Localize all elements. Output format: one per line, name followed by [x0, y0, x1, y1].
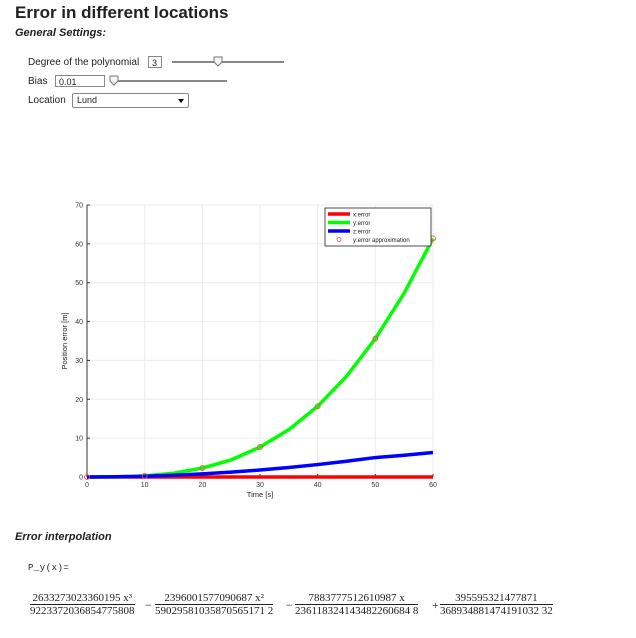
- location-label: Location: [28, 95, 66, 106]
- legend-label: z:error: [353, 229, 370, 235]
- bias-slider-track[interactable]: [114, 80, 227, 82]
- y-tick-label: 0: [79, 475, 83, 482]
- location-selected-value: Lund: [77, 95, 98, 105]
- approximation-marker: [257, 444, 263, 450]
- approximation-marker: [84, 474, 90, 480]
- term-2-sign: −: [145, 598, 152, 612]
- series-line-z-error: [86, 450, 434, 479]
- chevron-down-icon: [178, 99, 184, 103]
- y-axis-label: Position error [m]: [60, 312, 69, 369]
- bias-field[interactable]: 0.01: [55, 75, 105, 87]
- general-settings-heading: General Settings:: [15, 27, 107, 39]
- term-4-sign: +: [432, 598, 439, 612]
- y-tick-label: 60: [75, 241, 83, 248]
- term-3-numerator: 7883777512610987 x: [295, 592, 419, 605]
- approximation-marker: [314, 403, 321, 410]
- legend-marker: [336, 237, 342, 242]
- y-tick-label: 30: [75, 358, 83, 365]
- x-tick-label: 20: [198, 482, 206, 489]
- term-3-sign: −: [286, 598, 293, 612]
- x-tick-label: 40: [314, 482, 322, 489]
- term-2-denominator: 59029581035870565171 2: [155, 605, 274, 617]
- term-1: 2633273023360195 x³ 9223372036854775808: [30, 592, 135, 617]
- y-tick-label: 70: [75, 203, 83, 210]
- term-2: 2396001577090687 x² 59029581035870565171…: [155, 592, 274, 617]
- y-tick-label: 20: [75, 397, 83, 404]
- x-tick-label: 10: [141, 482, 149, 489]
- degree-label: Degree of the polynomial: [28, 57, 140, 68]
- x-axis-label: Time [s]: [247, 490, 273, 499]
- y-tick-label: 40: [75, 319, 83, 326]
- y-tick-label: 10: [75, 436, 83, 443]
- y-tick-label: 50: [75, 280, 83, 287]
- bias-slider-thumb[interactable]: [109, 75, 119, 86]
- degree-field[interactable]: 3: [148, 56, 162, 68]
- term-1-numerator: 2633273023360195 x³: [30, 592, 135, 605]
- term-3: 7883777512610987 x 236118324143482260684…: [295, 592, 419, 617]
- error-interpolation-heading: Error interpolation: [15, 531, 112, 543]
- x-tick-label: 0: [85, 482, 89, 489]
- location-dropdown[interactable]: Lund: [72, 93, 189, 108]
- approximation-marker: [141, 473, 148, 479]
- term-4: 395595321477871 368934881474191032 32: [440, 592, 553, 617]
- degree-slider-track[interactable]: [172, 61, 284, 63]
- polynomial-label: P_y(x)=: [28, 563, 70, 573]
- term-3-denominator: 236118324143482260684 8: [295, 605, 419, 617]
- term-1-denominator: 9223372036854775808: [30, 605, 135, 617]
- approximation-marker: [372, 335, 379, 342]
- legend-label: y:error approximation: [353, 238, 410, 244]
- page-title: Error in different locations: [15, 3, 229, 22]
- legend-label: x:error: [353, 212, 370, 218]
- term-4-denominator: 368934881474191032 32: [440, 605, 553, 617]
- legend-label: y:error: [353, 221, 370, 227]
- degree-slider-thumb[interactable]: [213, 56, 223, 67]
- term-2-numerator: 2396001577090687 x²: [155, 592, 274, 605]
- error-chart: 0 10 20 30 40 50 60 0 10 20 30 40 50 60 70 Time [s] Posi…: [60, 203, 437, 500]
- approximation-marker: [199, 465, 206, 471]
- bias-label: Bias: [28, 76, 48, 87]
- x-tick-label: 30: [256, 482, 264, 489]
- x-tick-label: 60: [429, 482, 437, 489]
- term-4-numerator: 395595321477871: [440, 592, 553, 605]
- x-tick-label: 50: [371, 482, 379, 489]
